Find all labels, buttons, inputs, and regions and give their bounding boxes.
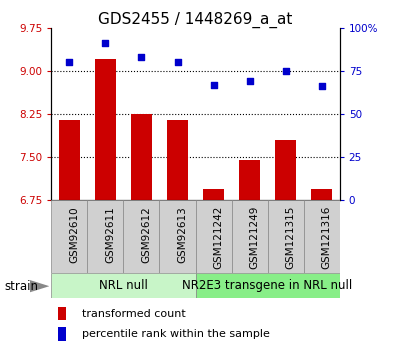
Bar [123, 200, 160, 273]
Polygon shape [30, 280, 49, 293]
Bar [51, 273, 196, 298]
Bar [58, 327, 66, 341]
Text: GSM92610: GSM92610 [70, 206, 79, 263]
Bar [275, 140, 296, 345]
Bar [58, 120, 80, 345]
Bar [196, 200, 231, 273]
Bar [51, 200, 87, 273]
Text: percentile rank within the sample: percentile rank within the sample [81, 329, 269, 339]
Bar [231, 200, 267, 273]
Title: GDS2455 / 1448269_a_at: GDS2455 / 1448269_a_at [98, 11, 293, 28]
Text: GSM92611: GSM92611 [105, 206, 115, 263]
Text: transformed count: transformed count [81, 309, 185, 318]
Text: GSM92613: GSM92613 [177, 206, 188, 263]
Point [174, 59, 181, 65]
Bar [95, 59, 116, 345]
Text: strain: strain [4, 280, 38, 293]
Point [246, 78, 253, 84]
Text: NRL null: NRL null [99, 279, 148, 292]
Bar [239, 160, 260, 345]
Point [138, 54, 145, 60]
Point [318, 83, 325, 89]
Bar [58, 307, 66, 320]
Bar [203, 189, 224, 345]
Text: GSM92612: GSM92612 [141, 206, 151, 263]
Bar [267, 200, 304, 273]
Point [211, 82, 217, 87]
Text: GSM121315: GSM121315 [286, 206, 295, 269]
Text: GSM121249: GSM121249 [250, 206, 260, 269]
Bar [311, 189, 333, 345]
Bar [87, 200, 123, 273]
Bar [160, 200, 196, 273]
Text: GSM121242: GSM121242 [214, 206, 224, 269]
Point [282, 68, 289, 73]
Point [102, 40, 109, 46]
Bar [196, 273, 340, 298]
Bar [131, 114, 152, 345]
Point [66, 59, 73, 65]
Bar [304, 200, 340, 273]
Text: GSM121316: GSM121316 [322, 206, 332, 269]
Bar [167, 120, 188, 345]
Text: NR2E3 transgene in NRL null: NR2E3 transgene in NRL null [182, 279, 353, 292]
